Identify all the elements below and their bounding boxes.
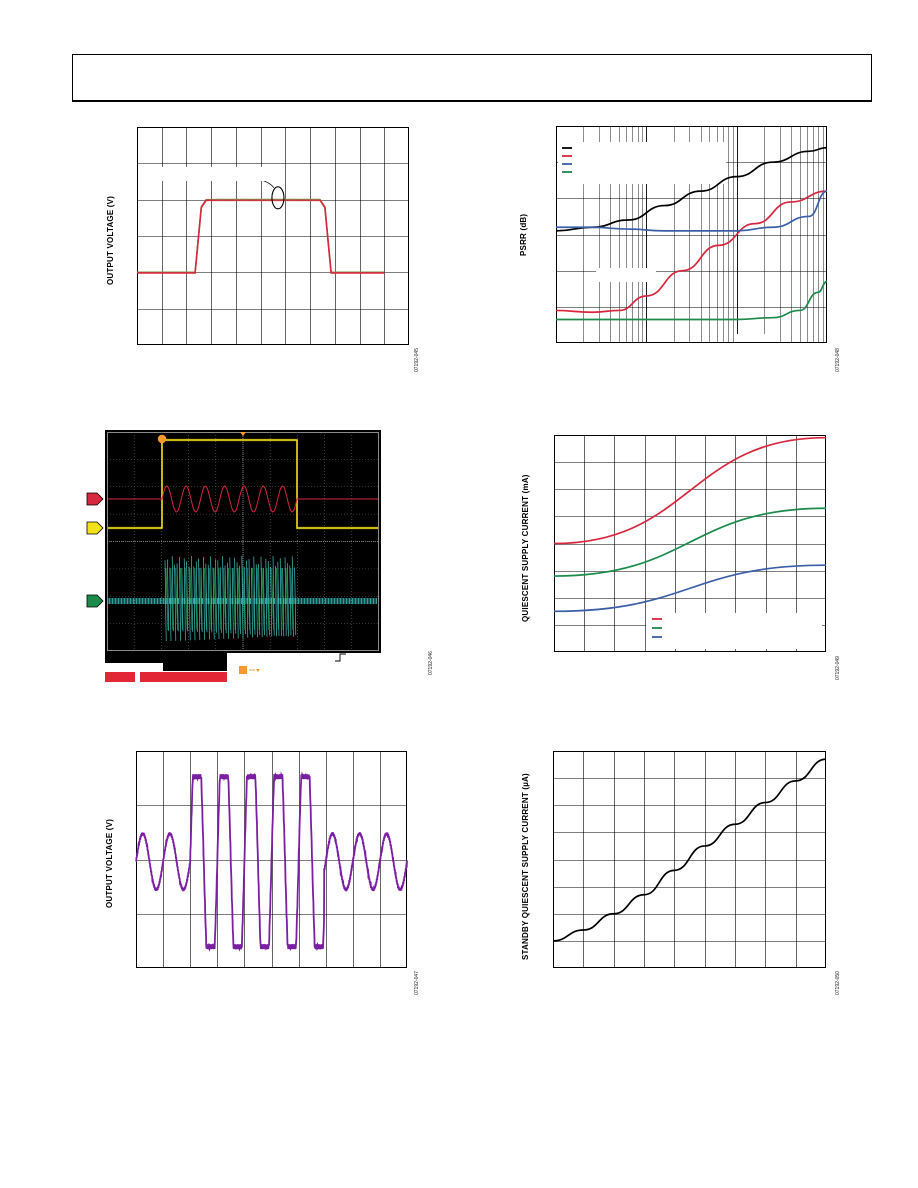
quiescent-figure-id: 07192-049 — [835, 656, 841, 680]
standby-figure-id: 07192-050 — [835, 971, 841, 995]
psrr-series-2 — [555, 190, 828, 232]
burst-series — [135, 771, 408, 953]
scope-channel-marker-green — [86, 594, 104, 608]
scope-status-bar — [105, 653, 346, 682]
psrr-figure-id: 07192-048 — [835, 348, 841, 372]
pulse-figure-id: 07192-045 — [414, 348, 420, 372]
scope-trace-red — [108, 485, 378, 513]
pulse-series-1 — [137, 199, 385, 274]
scope-capture — [105, 430, 381, 653]
pulse-annotation-ellipse — [271, 186, 285, 210]
scope-figure-id: 07192-046 — [428, 651, 434, 675]
pulse-annotation-label-area — [157, 167, 267, 181]
standby-current-chart — [552, 751, 827, 968]
quiescent-series-2 — [553, 564, 827, 613]
scope-channel-marker-yellow — [86, 521, 104, 535]
pulse-response-chart — [137, 127, 409, 345]
quiescent-series-1 — [553, 507, 827, 577]
pulse-noise — [216, 198, 320, 202]
quiescent-series-0 — [553, 436, 827, 545]
burst-ylabel: OUTPUT VOLTAGE (V) — [105, 818, 114, 908]
psrr-annotation-area-2 — [736, 334, 776, 342]
scope-center-marker — [240, 432, 246, 436]
scope-trace-green-burst — [165, 567, 294, 631]
scope-channel-markers — [86, 492, 104, 608]
scope-status-block-2 — [163, 663, 227, 671]
scope-trigger-arrowhead — [256, 669, 260, 672]
pulse-ylabel: OUTPUT VOLTAGE (V) — [106, 195, 115, 285]
psrr-annotation-area — [596, 268, 656, 282]
scope-trace-yellow-noise — [108, 438, 378, 530]
psrr-series-1 — [555, 190, 828, 314]
psrr-chart — [555, 126, 828, 343]
scope-trigger-icon — [239, 666, 247, 674]
quiescent-ylabel: QUIESCENT SUPPLY CURRENT (mA) — [521, 474, 530, 622]
scope-channel-marker-red — [86, 492, 104, 506]
burst-output-chart — [135, 751, 408, 968]
scope-edge-icon — [335, 653, 346, 662]
quiescent-legend-bg — [646, 613, 822, 649]
scope-status-block-1 — [105, 653, 227, 663]
standby-series — [552, 758, 827, 942]
page-header-box — [72, 54, 872, 102]
psrr-series-3 — [556, 280, 828, 321]
burst-figure-id: 07192-047 — [414, 971, 420, 995]
scope-trigger-marker — [157, 434, 167, 444]
scope-trace-cyan-burst — [164, 555, 297, 642]
psrr-series-0 — [555, 146, 828, 232]
standby-ylabel: STANDBY QUIESCENT SUPPLY CURRENT (µA) — [521, 773, 530, 960]
psrr-legend-bg — [558, 142, 726, 184]
quiescent-current-chart — [553, 435, 827, 652]
scope-status-block-red-1 — [105, 672, 135, 682]
scope-status-block-red-2 — [140, 672, 227, 682]
psrr-ylabel: PSRR (dB) — [519, 213, 528, 256]
plot-frame — [137, 127, 409, 345]
